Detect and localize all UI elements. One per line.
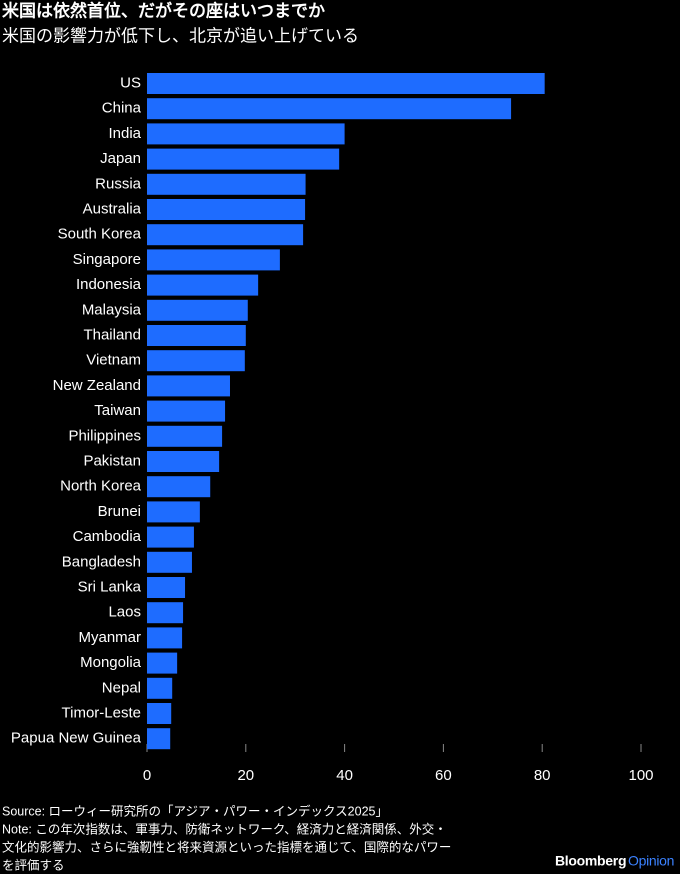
bar: [147, 551, 192, 573]
y-tick-label: Singapore: [73, 251, 141, 268]
bar: [147, 249, 280, 271]
y-tick-label: Nepal: [102, 679, 141, 696]
y-tick-label: Thailand: [83, 326, 141, 343]
y-tick-label: Taiwan: [94, 402, 141, 419]
chart-subtitle: 米国の影響力が低下し、北京が追い上げている: [2, 26, 359, 45]
bar: [147, 652, 178, 674]
bar: [147, 325, 246, 346]
y-tick-label: South Korea: [58, 226, 142, 243]
bar: [147, 123, 345, 145]
y-tick-label: India: [108, 125, 141, 142]
x-tick-label: 80: [534, 767, 551, 784]
note-line: を評価する: [2, 857, 65, 872]
y-tick-label: Brunei: [98, 503, 141, 520]
bar: [147, 627, 183, 649]
bar: [147, 602, 184, 624]
y-tick-label: Pakistan: [83, 452, 141, 469]
bar: [147, 299, 248, 321]
bar: [147, 173, 306, 195]
bar: [147, 451, 220, 472]
x-tick-label: 20: [237, 767, 254, 784]
source: Source: ローウィー研究所の「アジア・パワー・インデックス2025」: [2, 803, 388, 818]
y-tick-label: Japan: [100, 150, 141, 167]
y-tick-label: Laos: [108, 604, 141, 621]
y-tick-label: Vietnam: [86, 352, 141, 369]
y-tick-label: Australia: [83, 200, 142, 217]
bar: [147, 728, 171, 750]
bar: [147, 224, 304, 246]
bar: [147, 526, 194, 548]
bar: [147, 274, 259, 296]
bar: [147, 73, 545, 94]
bar: [147, 677, 173, 699]
y-tick-label: North Korea: [60, 478, 142, 495]
bar: [147, 425, 223, 447]
x-tick-label: 0: [143, 767, 151, 784]
y-tick-label: Indonesia: [76, 276, 142, 293]
y-tick-label: Malaysia: [82, 301, 142, 318]
y-tick-label: Papua New Guinea: [11, 730, 142, 747]
bar: [147, 476, 211, 498]
bar: [147, 501, 200, 523]
y-tick-label: Timor-Leste: [62, 704, 141, 721]
y-tick-label: Mongolia: [80, 654, 142, 671]
logo-brand: Bloomberg: [555, 853, 626, 869]
y-tick-label: New Zealand: [53, 377, 141, 394]
bar: [147, 98, 512, 120]
note-line: 文化的影響力、さらに強靭性と将来資源といった指標を通じて、国際的なパワー: [2, 839, 451, 854]
logo-section: Opinion: [628, 853, 674, 869]
y-tick-label: Sri Lanka: [78, 578, 142, 595]
x-tick-label: 100: [628, 767, 653, 784]
y-tick-label: Philippines: [68, 427, 141, 444]
bar: [147, 350, 245, 372]
bar: [147, 400, 226, 422]
y-tick-label: Russia: [95, 175, 142, 192]
bar: [147, 199, 306, 220]
bar: [147, 148, 340, 170]
bar: [147, 577, 186, 598]
x-tick-label: 40: [336, 767, 353, 784]
y-tick-label: US: [120, 74, 141, 91]
y-tick-label: Cambodia: [73, 528, 142, 545]
bar: [147, 703, 172, 724]
y-tick-label: Myanmar: [78, 629, 141, 646]
note-line: Note: この年次指数は、軍事力、防衛ネットワーク、経済力と経済関係、外交・: [2, 821, 447, 836]
bar: [147, 375, 230, 397]
y-tick-label: Bangladesh: [62, 553, 141, 570]
chart-title: 米国は依然首位、だがその座はいつまでか: [2, 0, 325, 20]
y-tick-label: China: [102, 100, 142, 117]
x-tick-label: 60: [435, 767, 452, 784]
